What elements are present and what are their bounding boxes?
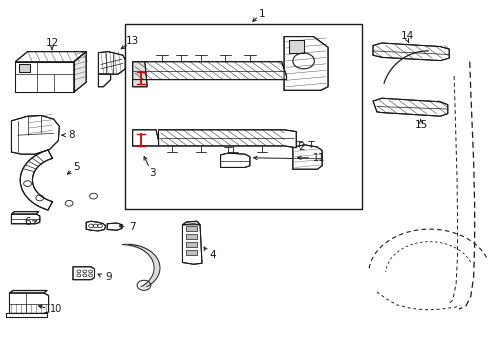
- Polygon shape: [9, 291, 47, 293]
- Polygon shape: [98, 51, 125, 74]
- Polygon shape: [186, 250, 197, 255]
- Text: 10: 10: [49, 304, 62, 314]
- Text: 2: 2: [298, 142, 304, 152]
- Polygon shape: [15, 62, 74, 92]
- Polygon shape: [220, 153, 250, 167]
- Polygon shape: [98, 74, 111, 87]
- Polygon shape: [284, 37, 328, 90]
- Polygon shape: [182, 224, 202, 264]
- Polygon shape: [293, 145, 322, 169]
- Polygon shape: [19, 64, 30, 72]
- Text: 5: 5: [73, 162, 80, 172]
- Polygon shape: [11, 214, 40, 224]
- Polygon shape: [133, 62, 147, 87]
- Polygon shape: [289, 40, 304, 53]
- Polygon shape: [159, 130, 296, 148]
- Text: 15: 15: [415, 121, 428, 130]
- Polygon shape: [373, 43, 449, 60]
- Polygon shape: [186, 234, 197, 239]
- Text: 7: 7: [129, 222, 135, 232]
- Polygon shape: [11, 116, 59, 154]
- Polygon shape: [73, 267, 95, 280]
- Text: 9: 9: [106, 272, 112, 282]
- Text: 4: 4: [210, 250, 217, 260]
- Polygon shape: [133, 130, 159, 146]
- Polygon shape: [11, 212, 39, 214]
- Polygon shape: [86, 221, 106, 231]
- Polygon shape: [373, 98, 448, 116]
- Polygon shape: [5, 313, 47, 317]
- Text: 6: 6: [24, 217, 31, 227]
- Polygon shape: [20, 150, 52, 210]
- Polygon shape: [182, 221, 200, 225]
- Text: 14: 14: [401, 31, 414, 41]
- Text: 13: 13: [126, 36, 139, 46]
- Polygon shape: [9, 293, 49, 314]
- Text: 12: 12: [46, 38, 59, 48]
- Polygon shape: [186, 242, 197, 247]
- Text: 8: 8: [68, 130, 75, 140]
- Polygon shape: [15, 51, 86, 62]
- Polygon shape: [107, 223, 122, 230]
- Polygon shape: [133, 62, 287, 80]
- Text: 1: 1: [259, 9, 266, 19]
- Polygon shape: [74, 51, 86, 92]
- Text: 11: 11: [314, 153, 326, 163]
- Text: 3: 3: [149, 168, 155, 178]
- Polygon shape: [186, 226, 197, 231]
